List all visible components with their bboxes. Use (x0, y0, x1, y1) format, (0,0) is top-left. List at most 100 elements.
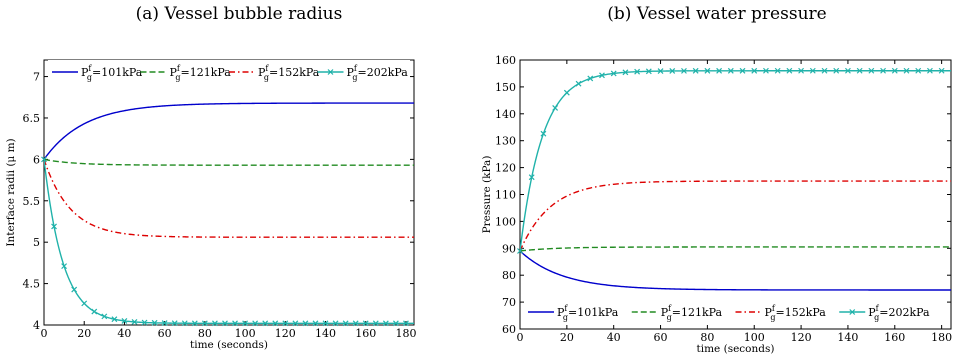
x-tick-label: 0 (517, 331, 524, 344)
chart-caption: (a) Vessel bubble radius (135, 4, 343, 24)
series-marker (563, 89, 570, 96)
series-marker (915, 67, 922, 74)
legend-label: Pf g=121kPa (170, 64, 232, 82)
legend-item: Pf g=101kPa (528, 304, 619, 322)
y-tick-label: 120 (495, 162, 516, 175)
series-line (44, 159, 414, 325)
legend: Pf g=101kPa Pf g=121kPa Pf g=152kPa Pf g=202kPa (48, 60, 410, 82)
y-tick-label: 110 (495, 189, 516, 202)
series-marker (798, 67, 805, 74)
x-tick-label: 160 (355, 327, 376, 340)
legend-label: Pf g=152kPa (765, 304, 827, 322)
legend-label: Pf g=121kPa (661, 304, 723, 322)
series-marker (727, 67, 734, 74)
series-marker (121, 317, 128, 324)
series-marker (382, 320, 389, 327)
series-marker (201, 320, 208, 327)
series-marker (926, 67, 933, 74)
y-tick-label: 6 (33, 153, 40, 166)
series-marker (141, 319, 148, 326)
legend-item: Pf g=202kPa (317, 64, 409, 82)
legend-label: Pf g=152kPa (258, 64, 320, 82)
series-marker (362, 320, 369, 327)
y-tick-label: 5.5 (23, 195, 41, 208)
y-tick-label: 4 (33, 319, 40, 332)
legend-label: Pf g=101kPa (81, 64, 143, 82)
plot-frame (519, 59, 952, 330)
y-tick-label: 100 (495, 215, 516, 228)
chart-caption: (b) Vessel water pressure (607, 4, 827, 24)
x-axis-label: time (seconds) (697, 343, 775, 355)
series-marker (809, 67, 816, 74)
series-marker (786, 67, 793, 74)
series-marker (61, 263, 68, 270)
legend-label: Pf g=202kPa (868, 304, 930, 322)
series-line (520, 246, 951, 252)
y-tick-label: 90 (502, 242, 516, 255)
y-axis-label: Pressure (kPa) (481, 156, 493, 234)
legend-item: Pf g=121kPa (631, 304, 723, 322)
y-axis-label: Interface radii (μ m) (5, 138, 17, 246)
legend-label: Pf g=101kPa (557, 304, 619, 322)
legend-label: Pf g=202kPa (347, 64, 409, 82)
series-marker (232, 320, 238, 327)
series-marker (322, 320, 329, 327)
series-marker (342, 320, 349, 327)
chart-panel-a: (a) Vessel bubble radius 0 20 40 60 80 100 120… (5, 4, 416, 351)
series-marker (392, 320, 399, 327)
series-marker (131, 318, 138, 325)
series-marker (41, 156, 47, 163)
series-marker (622, 69, 629, 76)
series-line (44, 158, 414, 166)
series-marker (372, 320, 379, 327)
y-tick-label: 130 (495, 135, 516, 148)
x-axis-label: time (seconds) (190, 339, 268, 351)
series-marker (856, 67, 863, 74)
series-line (520, 250, 951, 291)
y-tick-label: 60 (502, 323, 516, 336)
chart-b-svg: 0 20 40 60 80 100 120 140 160 180 60 70 80 90 100 110 12… (481, 54, 952, 355)
series-marker (332, 320, 339, 327)
series-marker (751, 67, 758, 74)
series-marker (171, 320, 178, 327)
series-marker (222, 320, 228, 327)
x-tick-label: 100 (744, 331, 765, 344)
series-marker (403, 320, 409, 327)
legend-item: Pf g=152kPa (229, 64, 320, 82)
series-marker (891, 67, 898, 74)
series-marker (587, 75, 594, 82)
series-marker (938, 67, 945, 74)
y-tick-label: 6.5 (23, 112, 41, 125)
series-line (520, 70, 951, 252)
chart-a-svg: 0 20 40 60 80 100 120 140 160 180 4 4.5 5 5.5 6 6.5 7 tim… (5, 59, 416, 351)
series-marker (833, 67, 840, 74)
y-tick-label: 4.5 (23, 278, 41, 291)
x-tick-label: 80 (198, 327, 212, 340)
x-tick-label: 40 (117, 327, 131, 340)
series-marker (657, 68, 664, 75)
series-marker (191, 320, 198, 327)
legend: Pf g=101kPa Pf g=121kPa Pf g=152kPa Pf g=202kPa (524, 300, 947, 322)
y-tick-label: 7 (33, 71, 40, 84)
series-marker (181, 320, 188, 327)
series-marker (111, 316, 118, 323)
x-tick-label: 60 (158, 327, 172, 340)
chart-panel-b: (b) Vessel water pressure 0 20 40 60 80 100 12… (478, 0, 956, 360)
series-marker (739, 67, 746, 74)
x-tick-label: 20 (77, 327, 91, 340)
x-tick-label: 180 (395, 327, 416, 340)
x-tick-label: 20 (560, 331, 574, 344)
x-tick-label: 140 (315, 327, 336, 340)
series-marker (704, 67, 711, 74)
series-marker (352, 320, 359, 327)
series-marker (552, 104, 559, 111)
series-marker (845, 67, 851, 74)
series-marker (211, 320, 218, 327)
series-line (44, 159, 414, 238)
legend-item: Pf g=101kPa (52, 64, 143, 82)
legend-item: Pf g=121kPa (140, 64, 232, 82)
series-marker (575, 80, 582, 87)
series-marker (599, 72, 605, 79)
y-tick-label: 80 (502, 269, 516, 282)
legend-item: Pf g=202kPa (839, 304, 930, 322)
